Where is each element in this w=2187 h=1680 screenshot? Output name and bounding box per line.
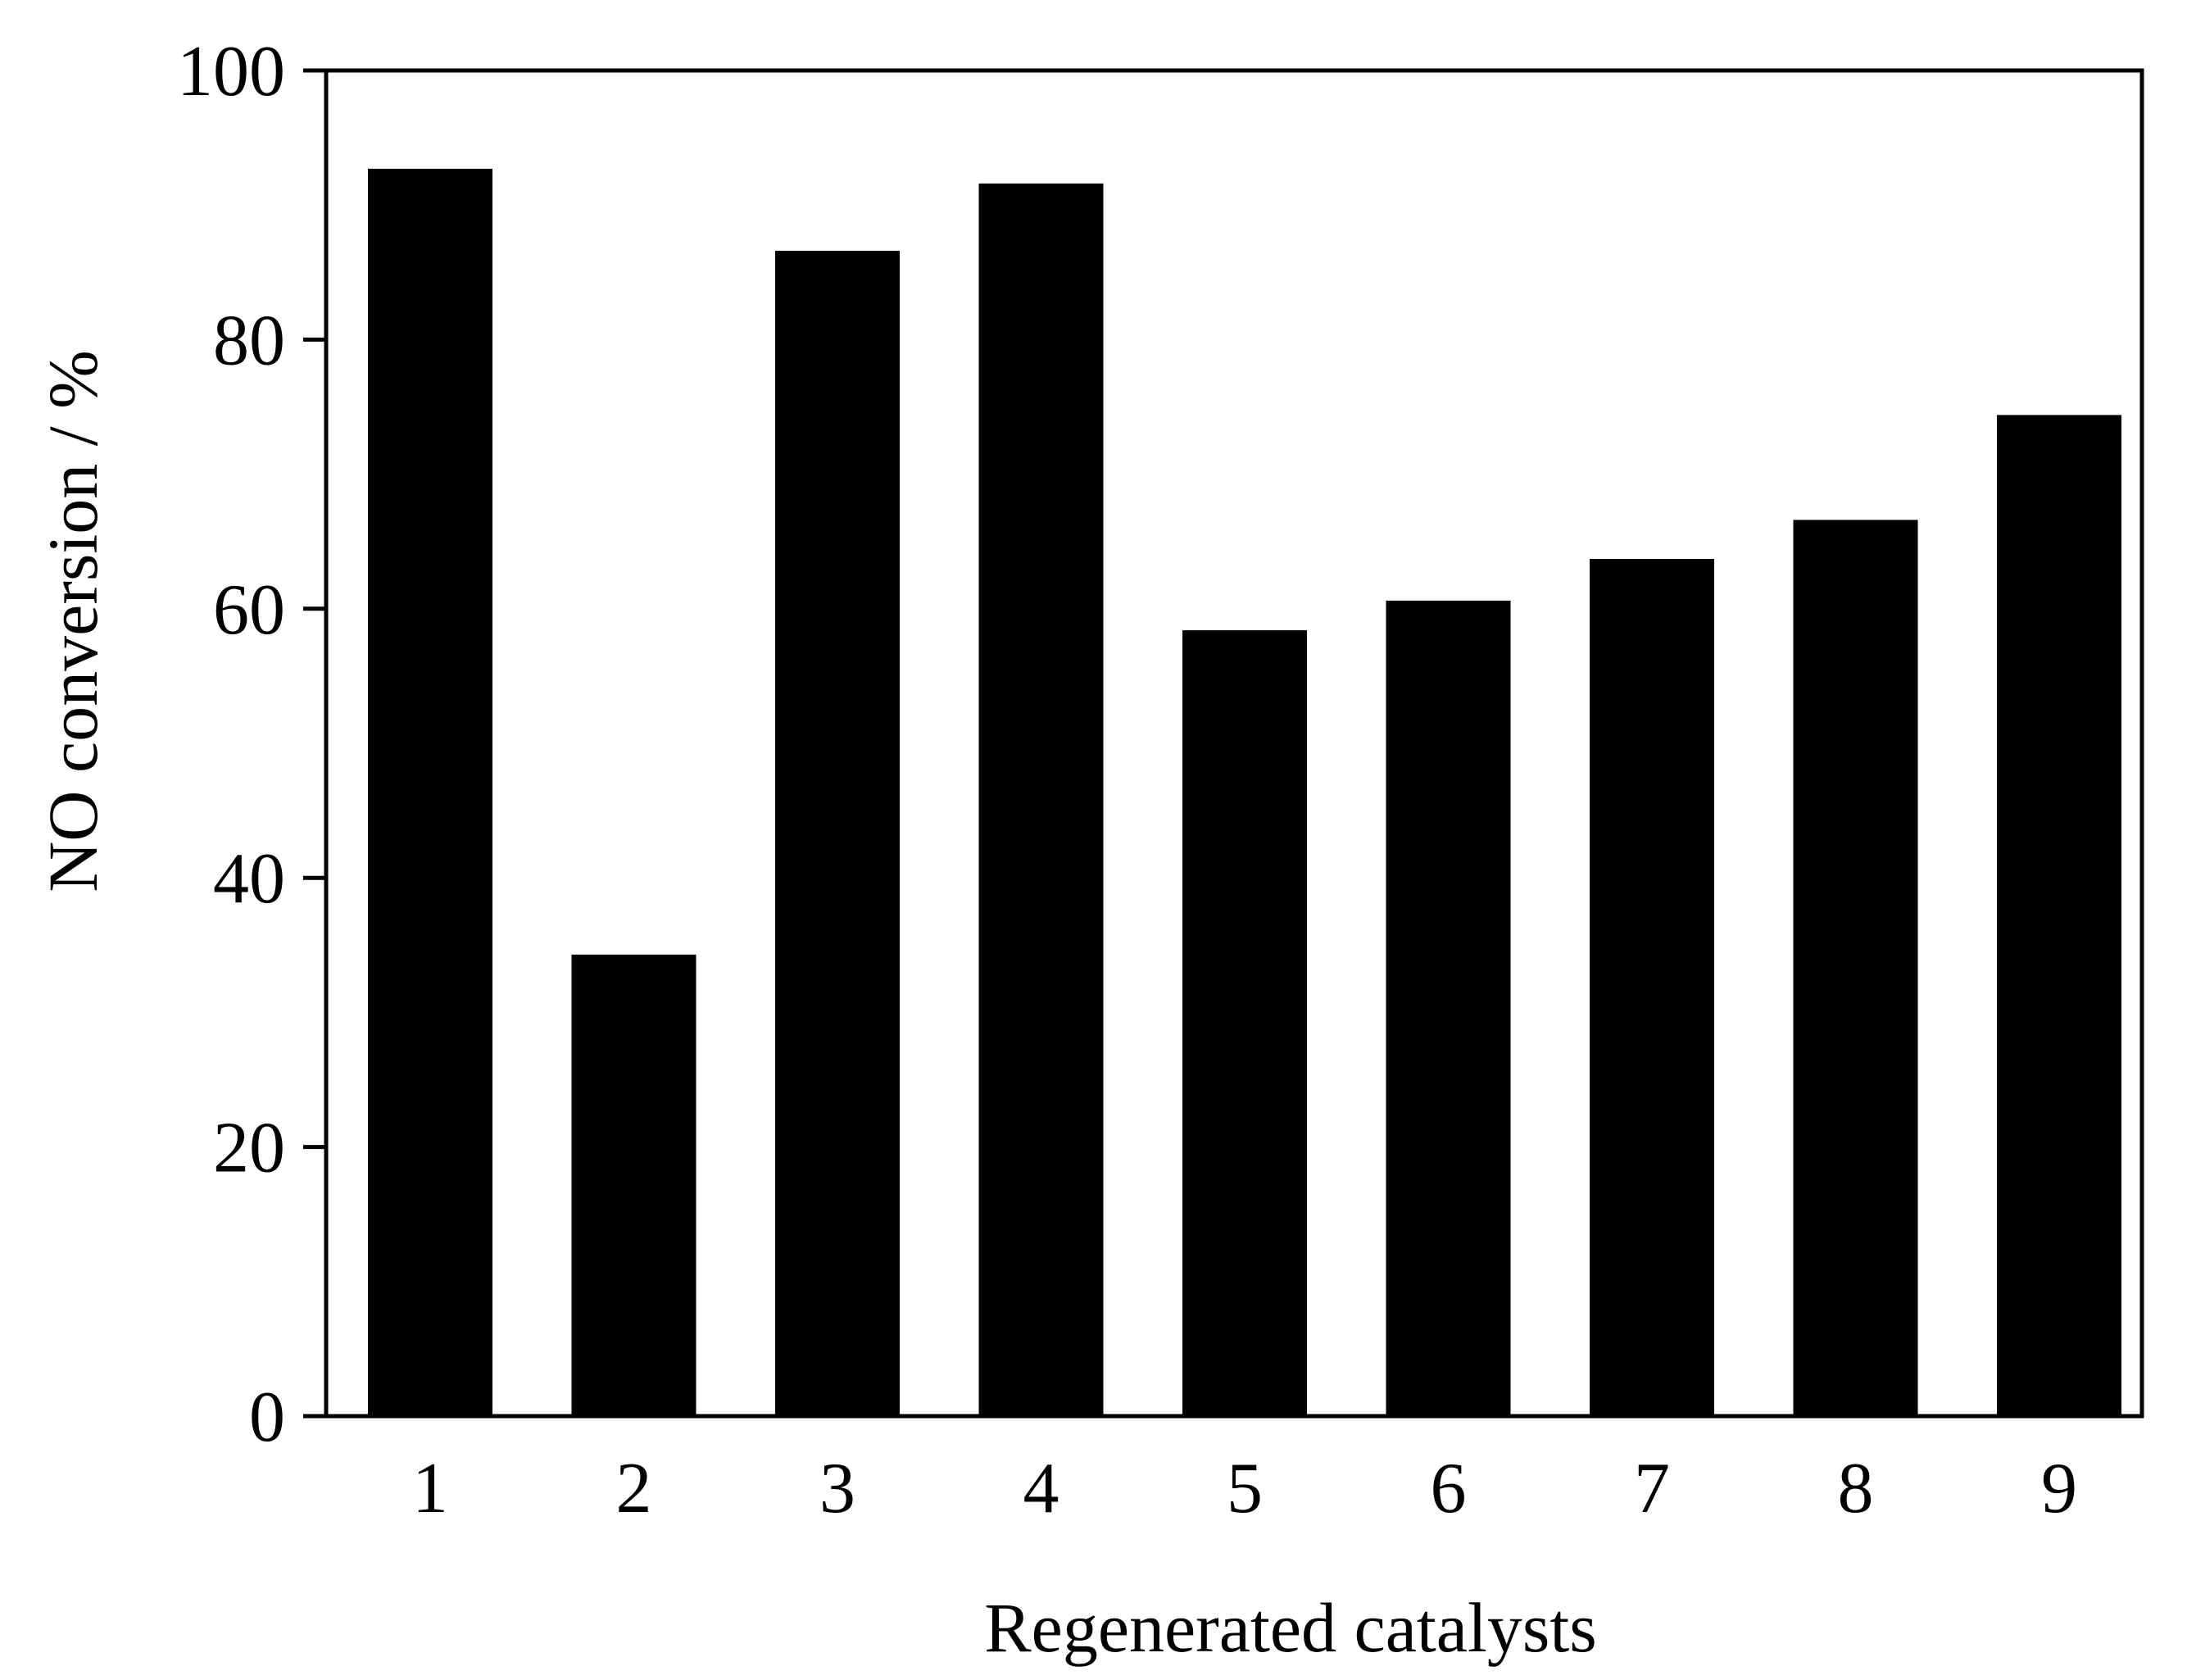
x-axis-label: Regenerated catalysts	[984, 1588, 1596, 1667]
bar-6	[1386, 600, 1511, 1416]
bar-3	[775, 251, 900, 1416]
x-tick-label-4: 4	[1023, 1449, 1059, 1528]
bars-group	[368, 168, 2121, 1416]
y-axis-label: NO conversion / %	[34, 350, 112, 892]
y-tick-label-0: 0	[249, 1378, 285, 1457]
x-tick-label-7: 7	[1634, 1449, 1670, 1528]
y-tick-label-20: 20	[213, 1109, 285, 1188]
bar-5	[1182, 630, 1307, 1416]
y-tick-label-100: 100	[177, 32, 285, 111]
bar-1	[368, 168, 492, 1416]
x-axis-ticks: 1 2 3 4 5 6 7 8 9	[412, 1449, 2077, 1528]
y-tick-label-40: 40	[213, 839, 285, 919]
bar-8	[1793, 520, 1918, 1416]
bar-7	[1590, 559, 1714, 1416]
x-tick-label-3: 3	[819, 1449, 855, 1528]
x-tick-label-5: 5	[1227, 1449, 1263, 1528]
y-axis-ticks: 0 20 40 60 80 100	[177, 32, 326, 1457]
x-tick-label-2: 2	[616, 1449, 652, 1528]
x-tick-label-8: 8	[1838, 1449, 1874, 1528]
bar-2	[571, 954, 696, 1416]
x-tick-label-1: 1	[412, 1449, 448, 1528]
y-tick-label-60: 60	[213, 570, 285, 650]
x-tick-label-6: 6	[1431, 1449, 1467, 1528]
bar-4	[978, 183, 1104, 1416]
x-tick-label-9: 9	[2041, 1449, 2077, 1528]
y-tick-label-80: 80	[213, 301, 285, 380]
bar-9	[1997, 415, 2121, 1416]
